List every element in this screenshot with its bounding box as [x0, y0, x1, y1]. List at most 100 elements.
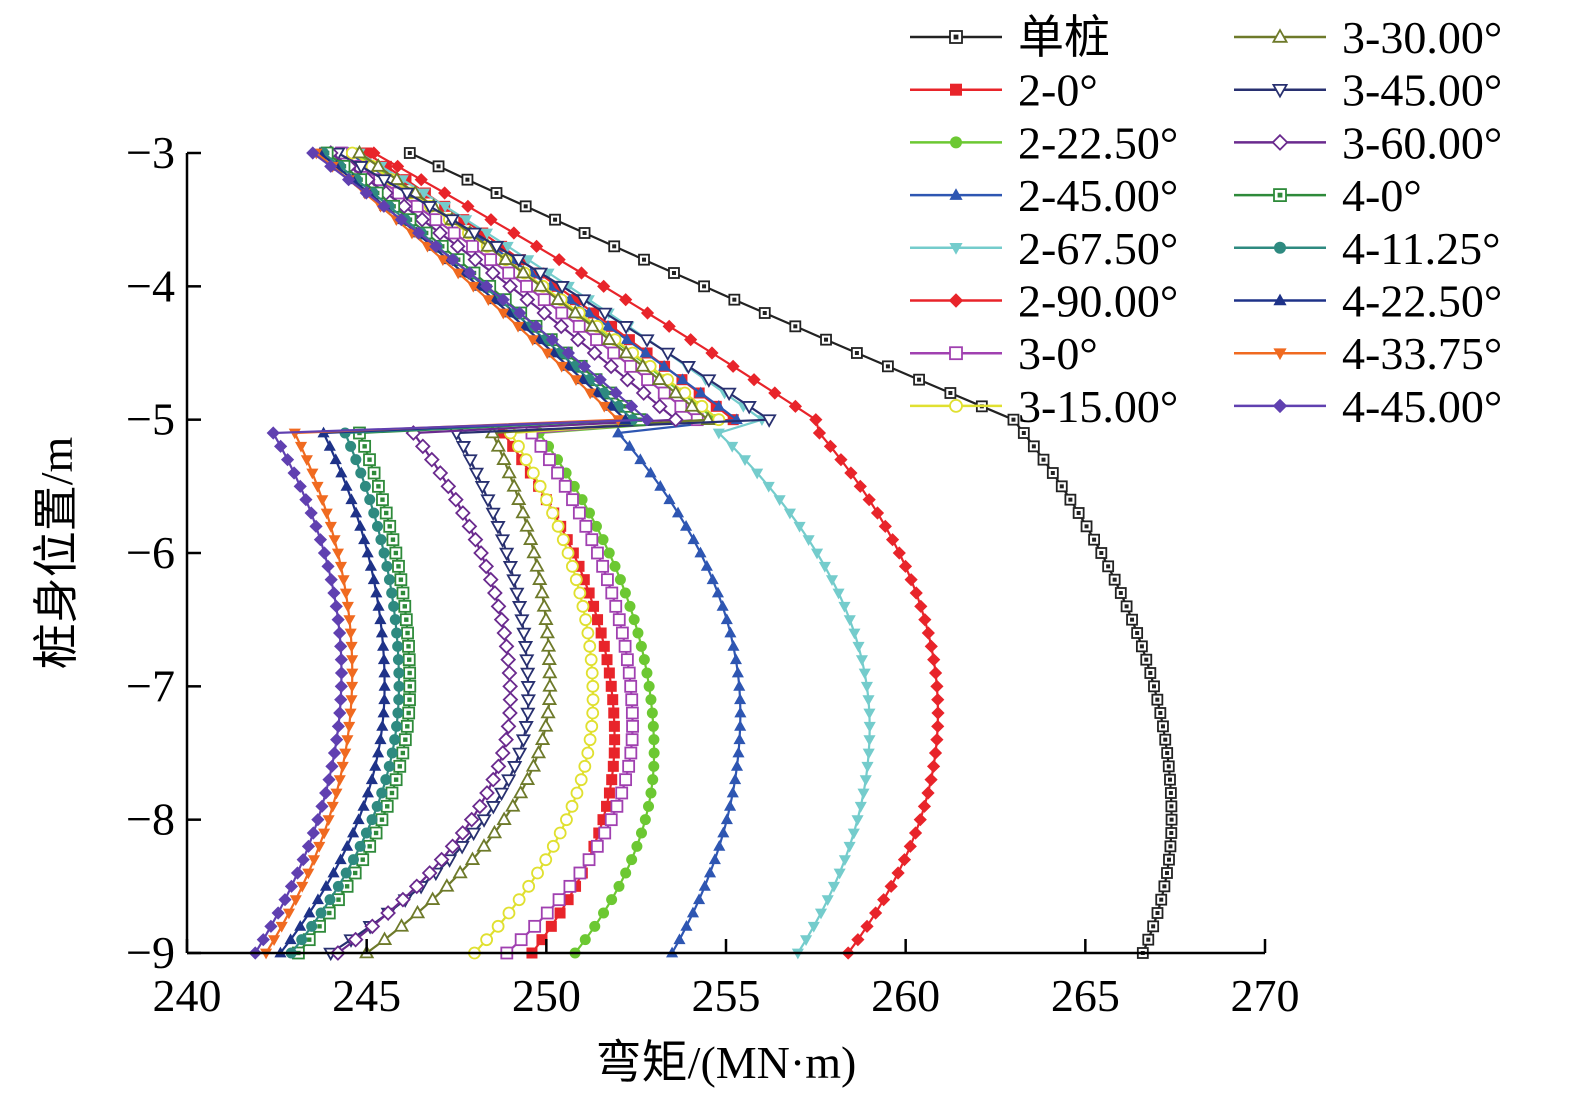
- data-point: [515, 504, 531, 519]
- data-point: [591, 546, 604, 560]
- data-point: [501, 241, 514, 253]
- data-point: [529, 319, 543, 333]
- data-point: [333, 626, 347, 640]
- data-point: [684, 398, 700, 412]
- data-point: [266, 426, 280, 440]
- data-point: [584, 388, 597, 400]
- data-point: [583, 733, 597, 747]
- data-point: [924, 639, 938, 653]
- data-point: [365, 773, 378, 785]
- data-point: [313, 533, 328, 547]
- data-point: [556, 533, 570, 547]
- data-point: [583, 587, 595, 599]
- series-13: [274, 146, 632, 958]
- data-point: [814, 908, 828, 920]
- legend-item: 2-0°: [910, 65, 1098, 116]
- data-point: [502, 561, 518, 575]
- data-point: [306, 826, 320, 840]
- data-point: [551, 466, 564, 480]
- data-point: [657, 386, 671, 400]
- data-point: [607, 760, 619, 772]
- data-point: [452, 864, 468, 879]
- data-point: [609, 386, 623, 400]
- data-point: [347, 931, 364, 948]
- data-point: [530, 744, 547, 759]
- data-point: [393, 680, 405, 692]
- data-point: [526, 544, 542, 559]
- data-point: [380, 774, 392, 786]
- data-point: [542, 664, 558, 679]
- legend-item: 4-22.50°: [1234, 276, 1502, 327]
- data-point: [851, 815, 864, 826]
- data-point: [631, 840, 643, 852]
- data-point: [674, 399, 688, 413]
- data-point: [309, 519, 323, 533]
- data-point: [810, 548, 824, 560]
- data-point: [454, 505, 471, 521]
- data-point: [480, 228, 494, 240]
- data-point: [460, 215, 473, 226]
- data-point: [646, 707, 658, 719]
- data-point: [284, 879, 299, 893]
- data-point: [485, 507, 501, 522]
- legend-item: 3-45.00°: [1234, 65, 1502, 116]
- data-point: [854, 801, 867, 813]
- data-point: [546, 839, 560, 853]
- legend-item: 2-22.50°: [910, 117, 1178, 168]
- data-point: [364, 918, 381, 935]
- data-point: [541, 348, 554, 360]
- data-point: [852, 641, 865, 653]
- data-point: [597, 814, 609, 826]
- data-point: [374, 733, 387, 745]
- data-point: [345, 440, 357, 452]
- data-point: [303, 906, 316, 918]
- data-point: [581, 626, 595, 640]
- data-point: [542, 678, 558, 692]
- data-point: [491, 919, 505, 933]
- data-point: [595, 627, 607, 639]
- data-point: [734, 706, 747, 718]
- data-point: [389, 171, 405, 185]
- data-point: [345, 493, 358, 505]
- data-point: [926, 759, 941, 773]
- data-point: [496, 293, 510, 307]
- data-point: [505, 798, 521, 812]
- data-point: [680, 920, 693, 931]
- data-point: [561, 546, 575, 560]
- data-point: [444, 838, 461, 855]
- data-point: [287, 466, 301, 480]
- data-point: [539, 624, 555, 639]
- data-point: [519, 518, 535, 532]
- data-point: [327, 586, 341, 600]
- data-point: [461, 199, 475, 213]
- data-point: [663, 493, 676, 505]
- data-point: [395, 891, 411, 908]
- data-point: [628, 614, 640, 626]
- data-point: [316, 495, 329, 506]
- data-point: [948, 293, 964, 308]
- data-point: [618, 344, 634, 359]
- legend-item: 2-45.00°: [910, 170, 1178, 221]
- data-point: [589, 920, 601, 932]
- data-point: [708, 853, 721, 865]
- data-point: [339, 588, 352, 600]
- data-point: [341, 735, 354, 746]
- data-point: [891, 866, 905, 880]
- data-point: [641, 373, 654, 387]
- data-point: [625, 693, 639, 707]
- data-point: [540, 638, 557, 652]
- data-point: [364, 560, 377, 571]
- data-point: [520, 707, 536, 722]
- data-point: [909, 586, 923, 600]
- data-point: [552, 893, 566, 907]
- y-tick-label: −4: [126, 260, 175, 311]
- data-point: [904, 573, 918, 587]
- data-point: [366, 814, 378, 826]
- plot-series: [248, 144, 1178, 962]
- data-point: [333, 775, 346, 786]
- data-point: [417, 188, 431, 200]
- data-point: [543, 453, 556, 467]
- data-point: [341, 601, 354, 613]
- data-point: [862, 695, 875, 706]
- data-point: [432, 465, 449, 481]
